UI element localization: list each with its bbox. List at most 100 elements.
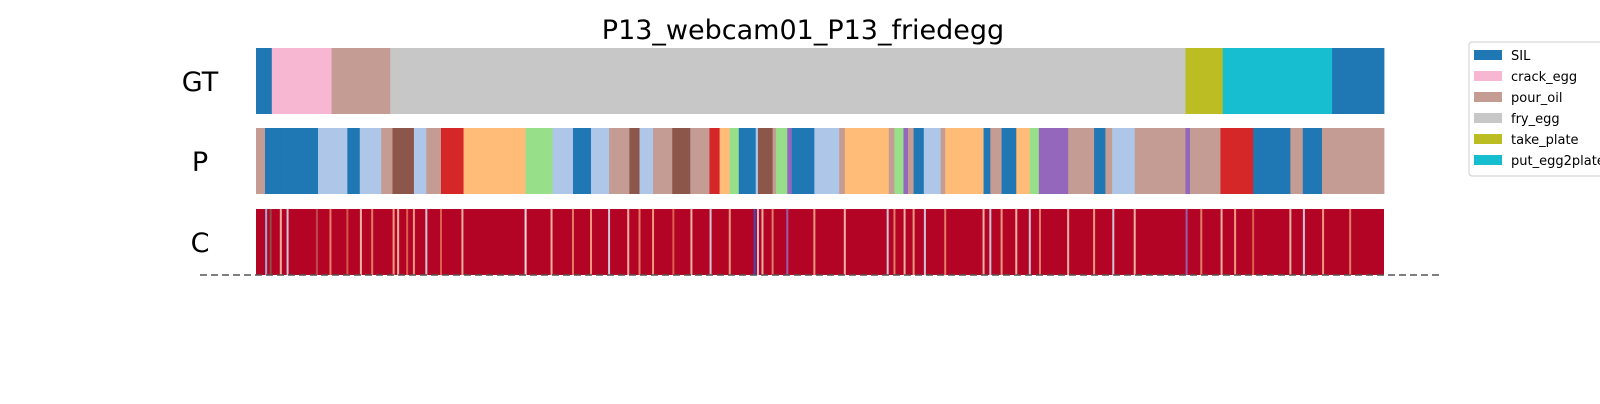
legend-label: crack_egg [1511,70,1577,85]
segment [844,128,890,194]
row-gt: GT [182,48,1385,114]
confidence-stripe [279,209,282,275]
segment [1189,128,1221,194]
segment [463,128,526,194]
confidence-stripe [638,209,641,275]
segment [1134,128,1186,194]
confidence-stripe [425,209,428,275]
legend-swatch [1474,113,1502,123]
confidence-stripe [1038,209,1041,275]
confidence-stripe [1322,209,1325,275]
confidence-stripe [893,209,896,275]
confidence-stripe [886,209,889,275]
legend-label: SIL [1511,49,1531,64]
chart-title: P13_webcam01_P13_friedegg [602,15,1004,46]
segment [787,128,793,194]
segment [1105,128,1113,194]
segment [1185,128,1191,194]
confidence-stripe [1067,209,1070,275]
confidence-stripe [627,209,630,275]
confidence-stripe [406,209,409,275]
confidence-stripe [756,209,759,275]
confidence-stripe [690,209,693,275]
confidence-stripe [571,209,574,275]
segment [426,128,442,194]
row-label: GT [182,67,219,98]
segment [907,128,915,194]
segment [381,128,393,194]
segment [440,128,464,194]
confidence-stripe [1302,209,1305,275]
segment [888,128,895,194]
confidence-stripe [761,209,764,275]
legend-label: pour_oil [1511,91,1562,106]
confidence-stripe [359,209,362,275]
confidence-stripe [550,209,553,275]
segment [653,128,673,194]
segment [1029,128,1040,194]
confidence-stripe [1112,209,1115,275]
legend-swatch [1474,50,1502,60]
confidence-stripe [813,209,816,275]
segment [1222,48,1333,114]
segment [271,48,332,114]
confidence-stripe [1252,209,1255,275]
legend-swatch [1474,134,1502,144]
confidence-stripe [524,209,527,275]
segment [629,128,640,194]
confidence-stripe [269,209,272,275]
segment [1094,128,1106,194]
segment [572,128,592,194]
segment [672,128,691,194]
legend-swatch [1474,92,1502,102]
confidence-stripe [912,209,915,275]
confidence-stripe [672,209,675,275]
confidence-stripe [652,209,655,275]
segment [690,128,710,194]
segment [913,128,925,194]
segment [256,48,273,114]
confidence-stripe [392,209,395,275]
segment [265,128,282,194]
confidence-stripe [903,209,906,275]
confidence-stripe [728,209,731,275]
confidence-stripe [397,209,400,275]
confidence-stripe [843,209,846,275]
confidence-stripe [1185,209,1188,275]
rows-layer: GT P C [182,48,1385,275]
segment [525,128,554,194]
segment [945,128,984,194]
confidence-stripe [1289,209,1292,275]
segment [280,128,319,194]
segment [839,128,846,194]
confidence-stripe [286,209,289,275]
segment [1068,128,1095,194]
segment [757,128,774,194]
confidence-stripe [371,209,374,275]
segment [1253,128,1291,194]
legend-swatch [1474,71,1502,81]
segment [347,128,361,194]
segment [392,128,415,194]
segment [719,128,731,194]
segment [639,128,654,194]
segment [591,128,610,194]
segment [791,128,815,194]
confidence-stripe [944,209,947,275]
legend: SIL crack_egg pour_oil fry_egg take_plateput… [1468,41,1600,177]
confidence-stripe [989,209,992,275]
confidence-stripe [608,209,611,275]
confidence-stripe [412,209,415,275]
segment [1112,128,1136,194]
confidence-stripe [1200,209,1203,275]
segment [318,128,348,194]
segment [331,48,391,114]
row-label: P [192,147,208,178]
segment [709,128,721,194]
segment [390,48,1186,114]
confidence-stripe [1028,209,1031,275]
confidence-stripe [1234,209,1237,275]
row-c: C [191,209,1384,275]
